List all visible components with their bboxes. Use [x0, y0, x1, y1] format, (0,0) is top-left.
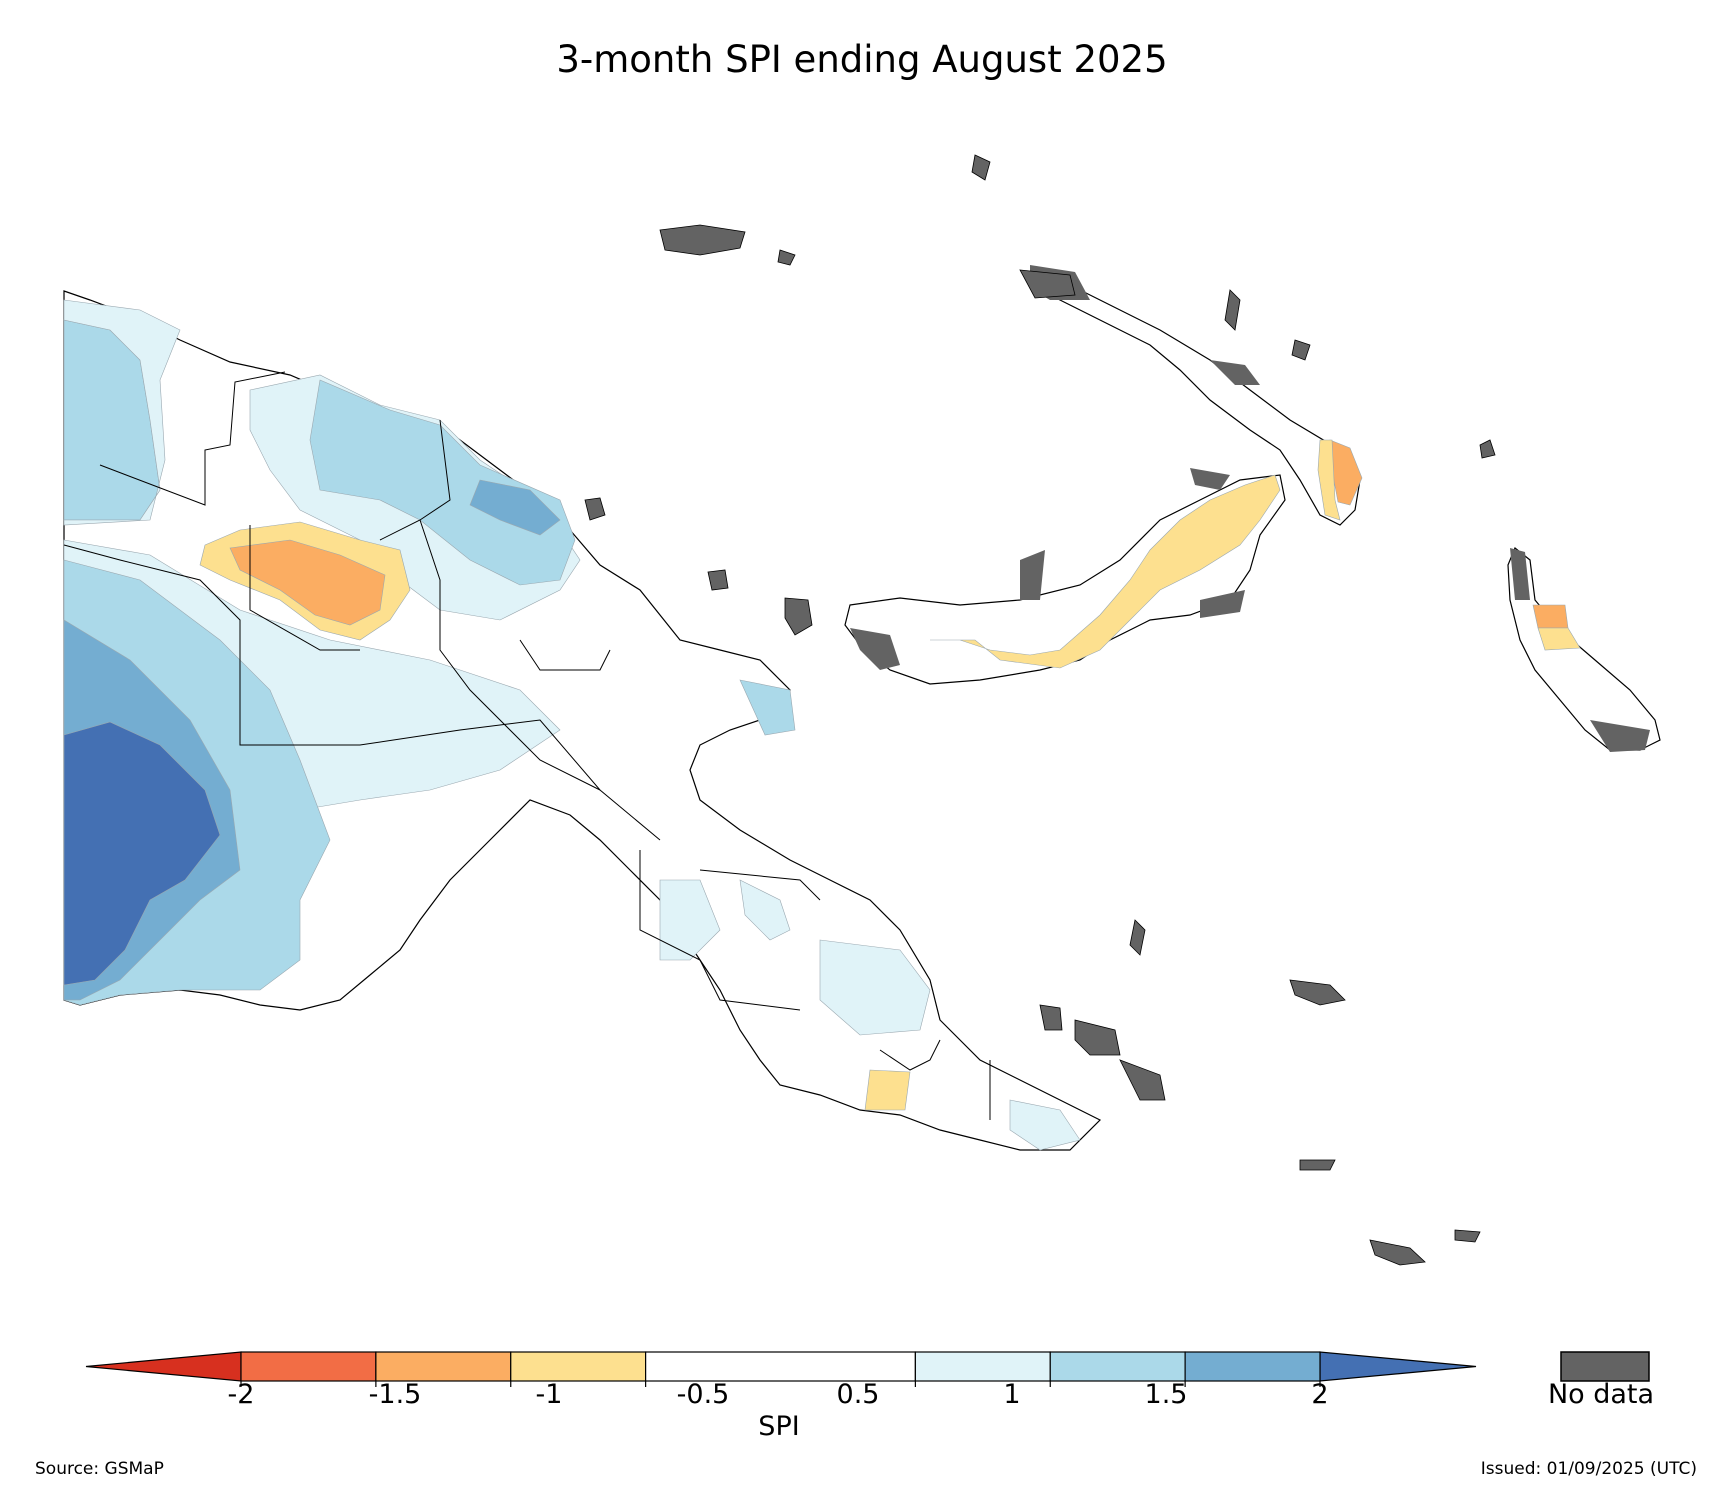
bougainville-dry-2: [1537, 627, 1581, 651]
colorbar-tick-label: 2: [1311, 1379, 1329, 1410]
map-title: 3-month SPI ending August 2025: [556, 38, 1168, 81]
mainland: [63, 290, 1102, 1151]
fergusson-island: [1074, 1019, 1121, 1056]
sudest-island: [1369, 1239, 1426, 1266]
spi-0.5-1.0-east-tip: [1009, 1099, 1081, 1151]
spi-0.5-1.0-southeast: [659, 879, 721, 961]
spi-1.0-1.5-morobe: [739, 679, 796, 736]
colorbar-under-extension: [85, 1351, 242, 1382]
colorbar-tick-label: 1: [1003, 1379, 1021, 1410]
spi-colorbar: [85, 1351, 1477, 1387]
spi-dry-highlands-2: [229, 539, 386, 626]
mussau-island: [971, 154, 991, 181]
woodlark-island: [1289, 979, 1346, 1006]
bougainville-nodata-2: [1590, 720, 1650, 752]
spi-0.5-1.0-northwest: [63, 299, 181, 526]
no-data-label: No data: [1547, 1379, 1655, 1410]
trobriand-island: [1129, 919, 1146, 956]
colorbar-bin: [240, 1351, 377, 1382]
issued-date: Issued: 01/09/2025 (UTC): [1480, 1459, 1697, 1479]
colorbar-bin: [1184, 1351, 1321, 1382]
new-britain-nodata-4: [1200, 590, 1245, 618]
colorbar-tick-label: 1.5: [1144, 1379, 1188, 1410]
colorbar-bin: [510, 1351, 647, 1382]
lihir-island: [1291, 339, 1311, 361]
colorbar-bin: [914, 1351, 1051, 1382]
spi-1.0-1.5-sepik: [309, 379, 576, 586]
colorbar-tick-label: -2: [227, 1379, 255, 1410]
new-britain-nodata-3: [1020, 550, 1045, 600]
new-britain-nodata-1: [850, 628, 900, 670]
bougainville-land: [1507, 547, 1661, 751]
normanby-island: [1119, 1059, 1166, 1101]
provincial-borders: [63, 371, 991, 1120]
karkar-island: [584, 497, 606, 521]
colorbar-bin: [1049, 1351, 1186, 1382]
new-ireland-nodata-2: [1210, 360, 1260, 385]
rossel-island: [1454, 1229, 1481, 1243]
colorbar-bin: [645, 1351, 916, 1382]
spi-dry-central: [864, 1069, 911, 1111]
new-hanover: [1019, 269, 1076, 299]
new-britain-dry: [930, 474, 1281, 669]
colorbar-axis-label: SPI: [758, 1411, 800, 1442]
colorbar-over-extension: [1319, 1351, 1477, 1382]
manus-island: [659, 224, 746, 256]
umboi-island: [707, 569, 729, 591]
colorbar-tick-label: 0.5: [836, 1379, 880, 1410]
spi-0.5-1.0-oro: [739, 879, 791, 941]
buka-island: [1479, 439, 1496, 459]
new-britain: [844, 468, 1286, 685]
spi-0.5-1.0-milne: [819, 939, 931, 1036]
tabar-island: [1224, 289, 1241, 331]
no-data-swatch: [1560, 1351, 1650, 1382]
bougainville-nodata-1: [1510, 548, 1530, 600]
colorbar-tick-label: -0.5: [676, 1379, 730, 1410]
colorbar-tick-label: -1: [535, 1379, 563, 1410]
spi-above-2-southwest: [63, 721, 221, 986]
admiralty-island-1: [777, 249, 796, 266]
spi-1.5-2.0-sepik: [469, 479, 561, 536]
colorbar-bin: [375, 1351, 512, 1382]
new-britain-nodata-2: [1190, 468, 1230, 490]
new-ireland-land: [1039, 269, 1361, 526]
goodenough-island: [1039, 1004, 1063, 1031]
bougainville: [1507, 547, 1661, 752]
islands-nodata: [584, 154, 1496, 1266]
source-credit: Source: GSMaP: [35, 1459, 164, 1479]
new-ireland-dry-2: [1317, 439, 1341, 521]
colorbar-tick-label: -1.5: [368, 1379, 422, 1410]
long-island: [784, 597, 813, 636]
new-ireland: [1030, 265, 1363, 526]
misima-island: [1299, 1159, 1336, 1171]
bougainville-dry-1: [1532, 604, 1569, 629]
